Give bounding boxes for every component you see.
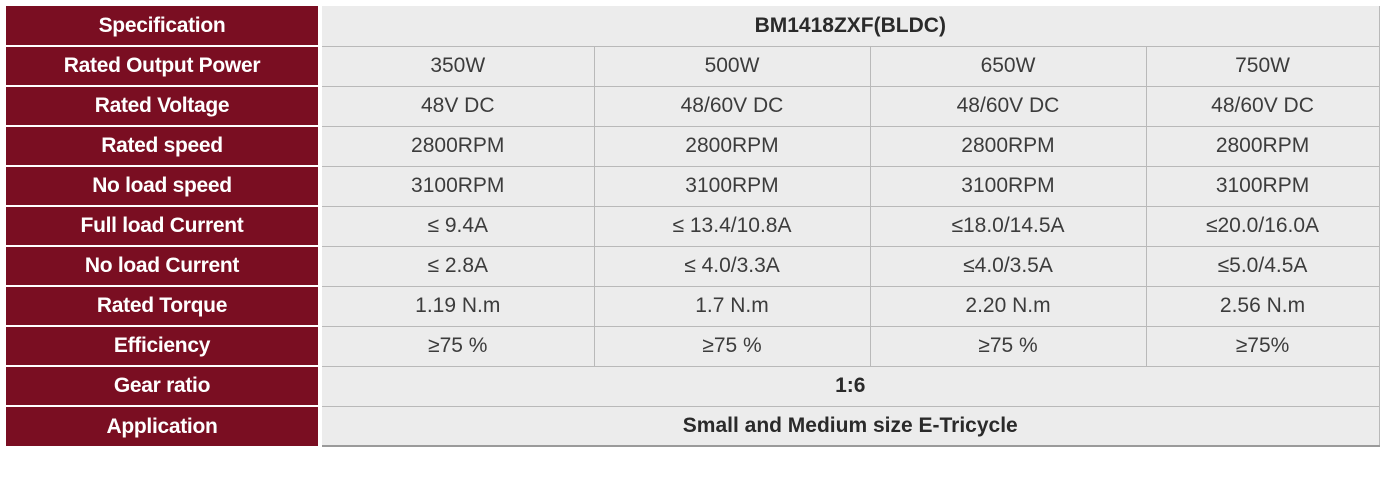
table-row: Full load Current ≤ 9.4A ≤ 13.4/10.8A ≤1… [6,206,1380,247]
table-cell: 750W [1145,46,1380,87]
table-cell: 2800RPM [869,126,1146,167]
table-cell: ≤ 13.4/10.8A [593,206,870,247]
row-label: Rated Voltage [6,86,322,127]
table-cell: 350W [319,46,594,87]
table-cell: 2800RPM [593,126,870,167]
row-label: No load speed [6,166,322,207]
table-cell: 48/60V DC [593,86,870,127]
table-cell: 650W [869,46,1146,87]
table-cell: 2.20 N.m [869,286,1146,327]
table-cell: ≤18.0/14.5A [869,206,1146,247]
table-cell: ≤5.0/4.5A [1145,246,1380,287]
row-label: Application [6,406,322,446]
table-cell: ≤ 2.8A [319,246,594,287]
table-cell: 48V DC [319,86,594,127]
row-label: Gear ratio [6,366,322,407]
table-cell: 1.7 N.m [593,286,870,327]
table-cell: 3100RPM [1145,166,1380,207]
table-row: Rated speed 2800RPM 2800RPM 2800RPM 2800… [6,126,1380,167]
row-label: Rated Output Power [6,46,322,87]
table-cell: 2.56 N.m [1145,286,1380,327]
row-label: Full load Current [6,206,322,247]
row-label: No load Current [6,246,322,287]
table-cell: 48/60V DC [1145,86,1380,127]
table-cell: 3100RPM [593,166,870,207]
model-name: BM1418ZXF(BLDC) [319,6,1380,47]
table-cell: 2800RPM [1145,126,1380,167]
table-cell: ≤ 9.4A [319,206,594,247]
table-cell: ≥75 % [593,326,870,367]
table-cell: ≥75% [1145,326,1380,367]
table-row: Efficiency ≥75 % ≥75 % ≥75 % ≥75% [6,326,1380,367]
application-row: Application Small and Medium size E-Tric… [6,406,1380,447]
row-label: Rated Torque [6,286,322,327]
table-row: No load Current ≤ 2.8A ≤ 4.0/3.3A ≤4.0/3… [6,246,1380,287]
table-cell: ≤4.0/3.5A [869,246,1146,287]
table-row: Rated Torque 1.19 N.m 1.7 N.m 2.20 N.m 2… [6,286,1380,327]
spec-table: Specification BM1418ZXF(BLDC) Rated Outp… [6,6,1380,447]
table-cell: 2800RPM [319,126,594,167]
table-cell: 500W [593,46,870,87]
row-label: Rated speed [6,126,322,167]
table-cell: ≥75 % [869,326,1146,367]
row-label: Efficiency [6,326,322,367]
table-row: No load speed 3100RPM 3100RPM 3100RPM 31… [6,166,1380,207]
header-row: Specification BM1418ZXF(BLDC) [6,6,1380,47]
table-row: Rated Output Power 350W 500W 650W 750W [6,46,1380,87]
table-cell: 3100RPM [319,166,594,207]
table-cell: ≤ 4.0/3.3A [593,246,870,287]
header-label: Specification [6,6,322,47]
gear-ratio-value: 1:6 [319,366,1380,407]
gear-ratio-row: Gear ratio 1:6 [6,366,1380,407]
application-value: Small and Medium size E-Tricycle [319,406,1380,447]
table-cell: 3100RPM [869,166,1146,207]
table-cell: 1.19 N.m [319,286,594,327]
table-cell: ≥75 % [319,326,594,367]
table-cell: 48/60V DC [869,86,1146,127]
table-cell: ≤20.0/16.0A [1145,206,1380,247]
table-row: Rated Voltage 48V DC 48/60V DC 48/60V DC… [6,86,1380,127]
